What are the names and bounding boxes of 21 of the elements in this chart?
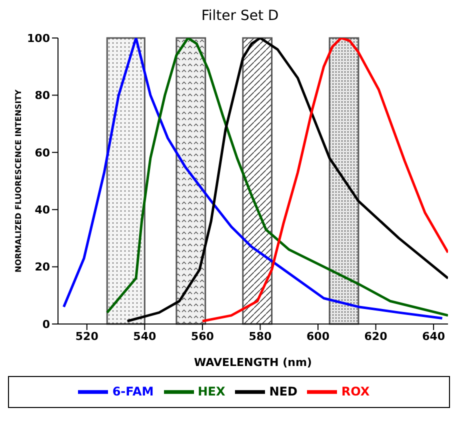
y-tick-label: 80 <box>34 89 50 102</box>
x-tick-label: 600 <box>306 330 330 343</box>
y-tick-label: 40 <box>34 204 50 217</box>
legend-label: NED <box>269 384 298 398</box>
y-tick-label: 0 <box>42 318 50 331</box>
x-tick-label: 560 <box>190 330 214 343</box>
x-tick-label: 640 <box>422 330 446 343</box>
y-tick-label: 60 <box>34 146 50 160</box>
legend-label: ROX <box>341 384 370 398</box>
x-axis-title: WAVELENGTH (nm) <box>194 356 312 369</box>
legend-label: 6-FAM <box>112 384 154 398</box>
legend-label: HEX <box>198 384 226 398</box>
x-tick-label: 520 <box>75 330 99 343</box>
x-tick-label: 620 <box>364 330 388 343</box>
y-tick-label: 100 <box>27 32 50 45</box>
chart-title: Filter Set D <box>200 8 280 26</box>
x-tick-label: 580 <box>248 330 272 343</box>
y-axis-title: NORMALIZED FLUORESCENCE INTENSITY <box>14 89 23 272</box>
line-series <box>201 38 448 322</box>
y-tick-label: 20 <box>34 260 50 274</box>
x-tick-label: 540 <box>133 330 156 343</box>
